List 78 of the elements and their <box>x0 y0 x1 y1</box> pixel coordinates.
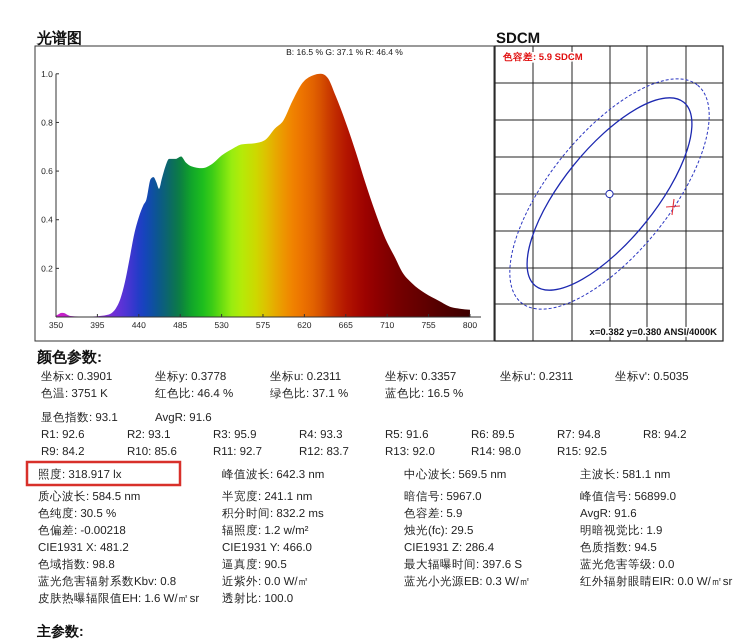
text: CIE1931 X: 481.2 <box>38 542 129 554</box>
text: R7: 94.8 <box>557 429 600 441</box>
text: 色质指数: 94.5 <box>580 541 657 554</box>
text: R6: 89.5 <box>471 429 514 441</box>
text: 坐标u': 0.2311 <box>500 370 574 383</box>
text: R10: 85.6 <box>127 446 177 458</box>
x-tick-label: 755 <box>421 320 436 330</box>
text: R15: 92.5 <box>557 446 607 458</box>
x-tick-label: 665 <box>338 320 354 330</box>
text: 色容差: 5.9 <box>404 506 462 520</box>
text: 明暗视觉比: 1.9 <box>580 523 662 537</box>
text: 中心波长: 569.5 nm <box>404 467 506 481</box>
x-tick-label: 575 <box>256 320 270 330</box>
text: 坐标x: 0.3901 <box>41 370 112 383</box>
text: 半宽度: 241.1 nm <box>222 489 312 503</box>
x-tick-label: 620 <box>297 320 312 330</box>
x-tick-label: 440 <box>132 320 146 330</box>
text: CIE1931 Z: 286.4 <box>404 542 495 554</box>
x-tick-label: 530 <box>214 320 229 330</box>
x-tick-label: 800 <box>462 320 478 330</box>
text: 坐标v': 0.5035 <box>615 370 689 383</box>
text: 皮肤热曝辐限值EH: 1.6 W/㎡sr <box>38 592 200 605</box>
x-tick-label: 395 <box>90 320 105 330</box>
text: R5: 91.6 <box>385 429 428 441</box>
text: 色偏差: -0.00218 <box>38 524 126 537</box>
text: 主参数: <box>36 623 84 639</box>
text: 颜色参数: <box>36 349 102 366</box>
y-tick-label: 0.8 <box>41 117 54 128</box>
text: 蓝光小光源EB: 0.3 W/㎡ <box>404 575 531 588</box>
text: 坐标u: 0.2311 <box>270 370 342 383</box>
text: 坐标y: 0.3778 <box>155 370 226 383</box>
text: R14: 98.0 <box>471 446 521 458</box>
text: R9: 84.2 <box>41 446 84 458</box>
text: 照度: 318.917 lx <box>38 467 122 481</box>
text: 蓝光危害辐射系数Kbv: 0.8 <box>38 574 176 588</box>
text: 近紫外: 0.0 W/㎡ <box>222 575 310 588</box>
text: CIE1931 Y: 466.0 <box>222 542 312 554</box>
text: 质心波长: 584.5 nm <box>38 489 140 503</box>
text: 辐照度: 1.2 w/m² <box>222 523 309 537</box>
text: SDCM <box>496 30 540 47</box>
y-tick-label: 0.6 <box>41 166 54 176</box>
x-tick-label: 485 <box>173 320 188 330</box>
text: 峰值波长: 642.3 nm <box>222 468 324 481</box>
text: AvgR: 91.6 <box>155 412 212 424</box>
y-tick-label: 0.4 <box>41 214 54 225</box>
text: 主波长: 581.1 nm <box>580 467 670 481</box>
text: R11: 92.7 <box>213 446 262 458</box>
text: 暗信号: 5967.0 <box>404 489 482 503</box>
x-tick-label: 710 <box>380 320 395 330</box>
text: 色纯度: 30.5 % <box>38 506 116 520</box>
text: R13: 92.0 <box>385 446 435 458</box>
text: 峰值信号: 56899.0 <box>580 490 676 503</box>
text: R8: 94.2 <box>643 429 686 441</box>
text: 色域指数: 98.8 <box>38 558 115 571</box>
text: R4: 93.3 <box>299 429 342 441</box>
text: 最大辐曝时间: 397.6 S <box>404 558 522 571</box>
text: R12: 83.7 <box>299 446 349 458</box>
chart-subtitle: B: 16.5 % G: 37.1 % R: 46.4 % <box>286 47 404 57</box>
text: AvgR: 91.6 <box>580 508 637 520</box>
x-tick-label: 350 <box>48 320 64 330</box>
text: 绿色比: 37.1 % <box>270 387 348 400</box>
text: 色温: 3751 K <box>41 387 108 400</box>
text: 烛光(fc): 29.5 <box>404 524 474 537</box>
text: 逼真度: 90.5 <box>222 557 287 571</box>
text: 显色指数: 93.1 <box>41 411 118 424</box>
text: R2: 93.1 <box>127 429 170 441</box>
text: 积分时间: 832.2 ms <box>222 507 324 520</box>
text: 蓝色比: 16.5 % <box>385 387 464 400</box>
y-tick-label: 0.2 <box>41 263 54 274</box>
text: 蓝光危害等级: 0.0 <box>580 557 674 571</box>
text: 透射比: 100.0 <box>222 592 294 605</box>
text: 坐标v: 0.3357 <box>385 370 456 383</box>
text: 红色比: 46.4 % <box>155 387 234 400</box>
text: R3: 95.9 <box>213 429 256 441</box>
text: R1: 92.6 <box>41 429 84 441</box>
chart-title: 光谱图 <box>36 29 82 47</box>
y-tick-label: 1.0 <box>41 68 54 79</box>
text: 红外辐射眼睛EIR: 0.0 W/㎡sr <box>580 575 733 588</box>
